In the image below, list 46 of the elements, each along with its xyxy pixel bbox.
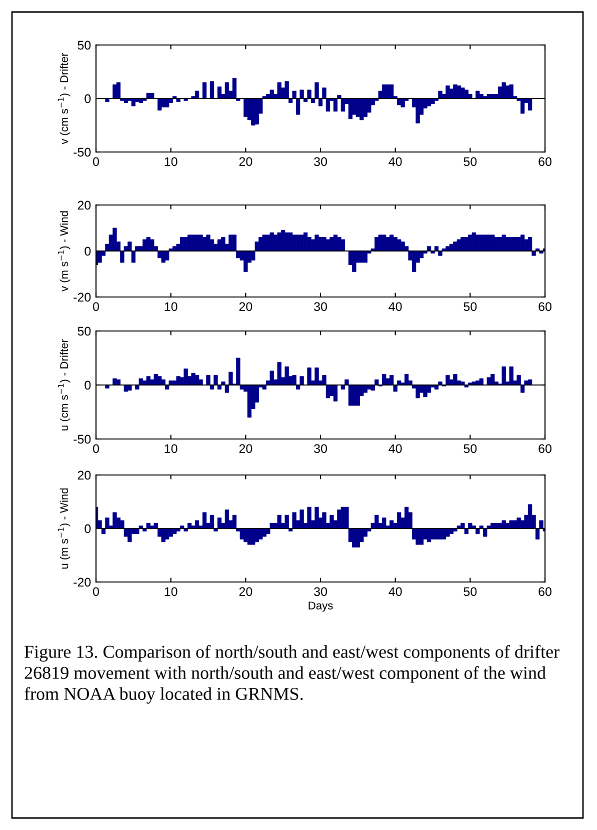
x-tick-label: 50 — [464, 587, 477, 596]
x-tick-label: 10 — [164, 587, 178, 596]
x-tick-label: 40 — [388, 157, 402, 166]
y-tick-label: 0 — [84, 94, 91, 104]
x-tick-label: 0 — [93, 587, 99, 596]
x-tick-label: 40 — [388, 444, 402, 454]
x-tick-label: 0 — [93, 444, 99, 454]
y-tick-label: 0 — [84, 380, 91, 390]
y-axis-title: v (m s$^{−1}$) - Wind — [58, 211, 70, 292]
x-tick-label: 10 — [164, 157, 178, 166]
x-tick-label: 60 — [538, 587, 552, 596]
x-tick-label: 30 — [314, 157, 327, 166]
x-tick-label: 20 — [239, 157, 252, 166]
x-tick-label: 30 — [314, 444, 327, 454]
x-tick-label: 40 — [388, 302, 402, 312]
y-tick-label: 20 — [78, 200, 91, 210]
caption: Figure 13. Comparison of north/south and east/west components of drifter 26819 movement with north/south and east/west component of the wind from NOAA buoy located in GRNMS. — [24, 645, 560, 704]
x-tick-label: 30 — [314, 302, 327, 312]
y-axis-title: v (cm s$^{−1}$) - Drifter — [58, 52, 70, 144]
x-tick-label: 60 — [538, 302, 552, 312]
y-tick-label: 0 — [84, 246, 91, 256]
x-axis-title: Days — [308, 602, 333, 612]
x-tick-label: 60 — [538, 444, 552, 454]
x-tick-label: 20 — [239, 302, 252, 312]
y-tick-label: -50 — [74, 434, 91, 444]
x-tick-label: 50 — [464, 302, 477, 312]
y-tick-label: 20 — [78, 470, 91, 480]
y-axis-title: u (m s$^{−1}$) - Wind — [58, 488, 70, 569]
x-tick-label: 40 — [388, 587, 402, 596]
y-tick-label: -20 — [74, 292, 91, 302]
x-tick-label: 30 — [314, 587, 327, 596]
x-tick-label: 0 — [93, 157, 99, 166]
y-tick-label: 50 — [78, 326, 91, 336]
y-axis-title: u (cm s$^{−1}$) - Drifter — [58, 339, 70, 430]
x-tick-label: 10 — [164, 444, 178, 454]
y-tick-label: -20 — [74, 578, 91, 587]
x-tick-label: 10 — [164, 302, 178, 312]
x-tick-label: 50 — [464, 444, 477, 454]
y-tick-label: 50 — [78, 40, 91, 50]
x-tick-label: 50 — [464, 157, 477, 166]
x-tick-label: 20 — [239, 587, 252, 596]
y-tick-label: -50 — [74, 148, 91, 157]
y-tick-label: 0 — [84, 524, 91, 534]
x-tick-label: 20 — [239, 444, 252, 454]
x-tick-label: 0 — [93, 302, 99, 312]
x-tick-label: 60 — [538, 157, 552, 166]
